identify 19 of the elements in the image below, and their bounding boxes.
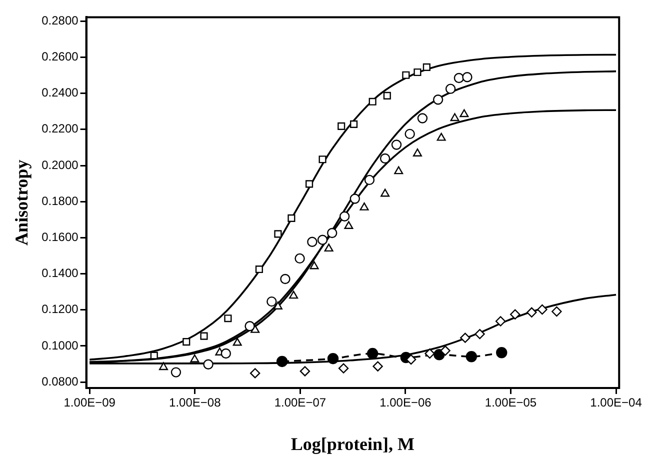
- y-axis-title: Anisotropy: [11, 160, 32, 246]
- x-tick-label: 1.00E−06: [380, 396, 432, 410]
- x-tick-label: 1.00E−09: [64, 396, 116, 410]
- y-tick-label: 0.2600: [42, 50, 79, 64]
- x-tick-label: 1.00E−07: [274, 396, 326, 410]
- x-tick-label: 1.00E−04: [590, 396, 642, 410]
- x-tick-label: 1.00E−05: [484, 396, 537, 410]
- y-tick-label: 0.2000: [42, 158, 79, 172]
- y-tick-label: 0.1200: [42, 302, 79, 316]
- x-tick-label: 1.00E−08: [169, 396, 222, 410]
- y-tick-label: 0.2200: [42, 122, 79, 136]
- y-tick-label: 0.0800: [42, 374, 79, 388]
- y-tick-label: 0.1000: [42, 338, 79, 352]
- y-tick-label: 0.2800: [42, 13, 79, 28]
- x-axis-title: Log[protein], M: [290, 434, 415, 454]
- y-tick-label: 0.1400: [42, 266, 79, 280]
- y-tick-label: 0.1800: [42, 194, 79, 208]
- y-tick-label: 0.2400: [42, 86, 79, 100]
- y-tick-label: 0.1600: [42, 230, 79, 244]
